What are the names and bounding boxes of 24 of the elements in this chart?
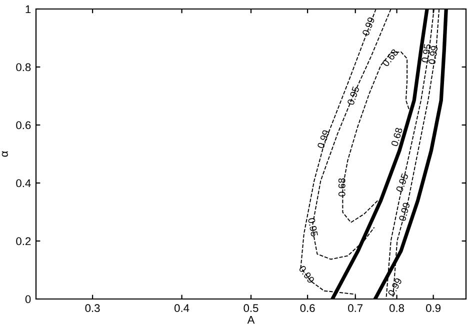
y-tick-label: 0.6 — [16, 121, 31, 130]
annotation: 0.99 — [428, 46, 438, 64]
annotation: 0.99 — [388, 277, 402, 297]
annotation: 0.95 — [396, 173, 409, 192]
x-tick-label: 0.6 — [300, 304, 315, 312]
annotation: 0.99 — [398, 202, 410, 222]
y-tick-label: 0.2 — [16, 237, 31, 246]
y-axis-title: α — [2, 151, 8, 157]
annotation: 0.68 — [338, 178, 346, 196]
x-axis-title: A — [247, 316, 255, 324]
annotation: 0.95 — [347, 86, 360, 106]
x-tick-label: 0.5 — [244, 304, 258, 312]
annotation: 0.68 — [390, 127, 403, 147]
y-tick-label: 0 — [25, 295, 31, 304]
x-tick-label: 0.9 — [426, 304, 441, 312]
x-tick-label: 0.7 — [348, 304, 363, 312]
annotation: 0.95 — [308, 218, 318, 237]
x-tick-label: 0.3 — [85, 304, 100, 312]
y-tick-label: 0.4 — [16, 179, 31, 188]
y-tick-label: 0.8 — [16, 63, 31, 72]
y-tick-label: 1 — [26, 5, 31, 14]
x-tick-label: 0.8 — [389, 304, 404, 312]
x-tick-label: 0.4 — [174, 304, 190, 312]
annotation: 0.99 — [317, 130, 330, 149]
